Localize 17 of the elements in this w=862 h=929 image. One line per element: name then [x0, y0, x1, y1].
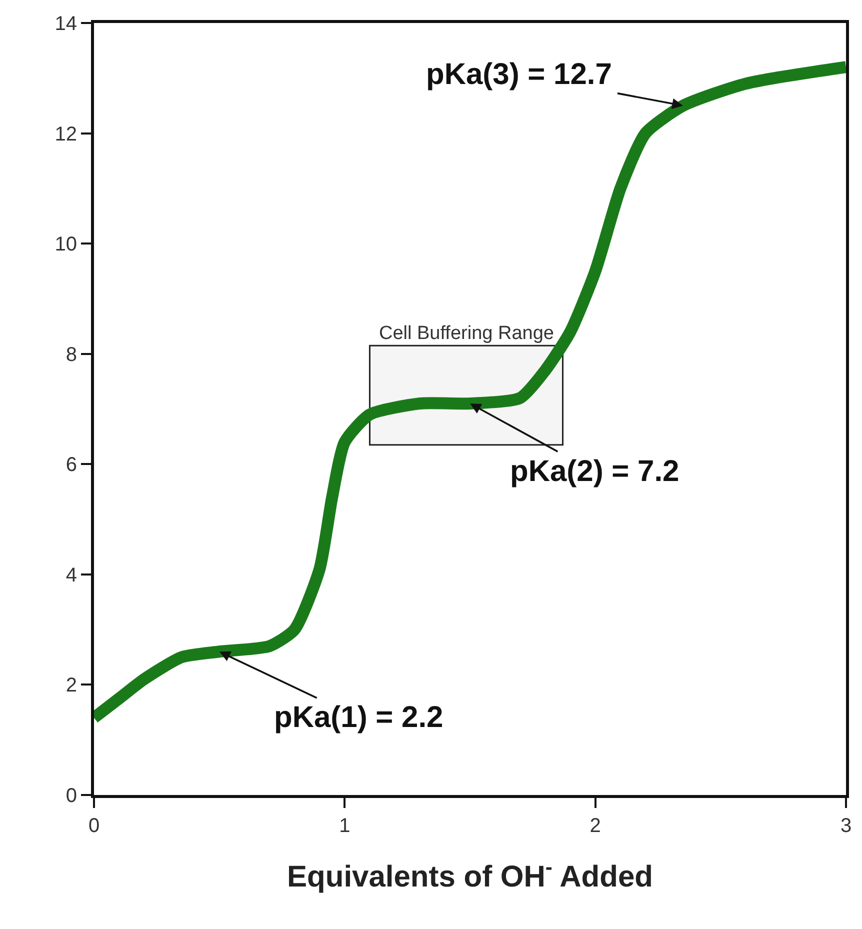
y-tick-label: 12	[54, 123, 77, 146]
x-tick-label: 3	[840, 815, 852, 837]
y-tick-label: 0	[66, 785, 77, 807]
x-tick-label: 1	[339, 815, 350, 837]
y-tick-label: 2	[66, 674, 77, 697]
y-tick-label: 14	[54, 13, 77, 35]
annotation: pKa(3) = 12.7	[426, 58, 612, 91]
annotation: pKa(1) = 2.2	[274, 701, 444, 734]
y-tick-label: 8	[66, 344, 77, 366]
band-label: Cell Buffering Range	[379, 323, 554, 344]
y-tick-label: 6	[66, 454, 77, 476]
y-tick-label: 4	[66, 564, 77, 586]
x-tick-label: 0	[88, 815, 100, 837]
x-axis-title: Equivalents of OH$^{-}$ Added	[287, 856, 653, 894]
annotation: pKa(2) = 7.2	[510, 455, 680, 488]
x-tick-label: 2	[590, 815, 601, 837]
y-tick-label: 10	[54, 234, 77, 256]
